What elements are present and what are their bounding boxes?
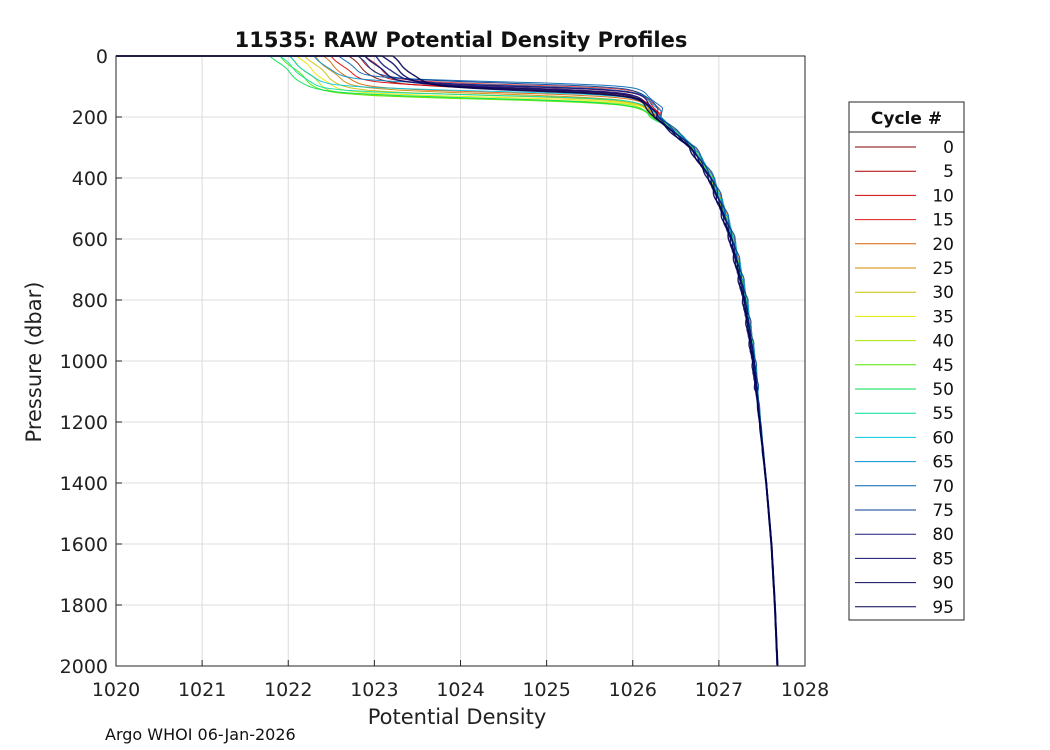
- legend-label-25: 25: [932, 259, 954, 279]
- y-tick-label: 600: [72, 229, 108, 251]
- legend-label-40: 40: [932, 332, 954, 352]
- profile-line-cycle-95: [116, 55, 779, 667]
- x-tick-label: 1025: [522, 679, 570, 701]
- y-tick-label: 1000: [60, 351, 108, 373]
- plot-area: [116, 55, 779, 667]
- x-tick-label: 1021: [178, 679, 226, 701]
- legend-label-75: 75: [932, 501, 954, 521]
- y-tick-label: 2000: [60, 656, 108, 678]
- legend-label-95: 95: [932, 598, 954, 618]
- y-tick-label: 1200: [60, 412, 108, 434]
- legend-label-20: 20: [932, 235, 954, 255]
- legend-label-45: 45: [932, 356, 954, 376]
- legend-label-70: 70: [932, 477, 954, 497]
- legend-label-5: 5: [943, 162, 954, 182]
- legend-label-15: 15: [932, 211, 954, 231]
- legend-label-10: 10: [932, 186, 954, 206]
- y-tick-label: 200: [72, 107, 108, 129]
- x-tick-label: 1027: [695, 679, 743, 701]
- axis-ticks: 1020 1021 1022 1023 1024 1025 1026 1027 1028 0 200…: [60, 46, 830, 701]
- legend-box: [848, 101, 965, 621]
- legend-label-55: 55: [932, 404, 954, 424]
- legend-label-35: 35: [932, 307, 954, 327]
- legend: Cycle # 0 5 10 15 20 25 30 35 40 45 50 55 60 65 70 75 80…: [848, 101, 965, 621]
- legend-label-0: 0: [943, 138, 954, 158]
- x-tick-label: 1028: [781, 679, 829, 701]
- y-tick-label: 0: [96, 46, 108, 68]
- legend-label-60: 60: [932, 428, 954, 448]
- x-tick-label: 1023: [350, 679, 398, 701]
- legend-title: Cycle #: [871, 109, 942, 129]
- x-tick-label: 1020: [92, 679, 140, 701]
- x-axis-label: Potential Density: [368, 705, 547, 729]
- y-tick-label: 1400: [60, 473, 108, 495]
- y-tick-label: 1800: [60, 595, 108, 617]
- footer-credit: Argo WHOI 06-Jan-2026: [105, 725, 296, 744]
- x-tick-label: 1022: [264, 679, 312, 701]
- legend-label-65: 65: [932, 453, 954, 473]
- y-tick-label: 400: [72, 168, 108, 190]
- legend-label-80: 80: [932, 525, 954, 545]
- x-tick-label: 1026: [609, 679, 657, 701]
- legend-label-30: 30: [932, 283, 954, 303]
- y-tick-label: 1600: [60, 534, 108, 556]
- legend-label-50: 50: [932, 380, 954, 400]
- chart-title: 11535: RAW Potential Density Profiles: [235, 28, 688, 52]
- y-axis-label: Pressure (dbar): [22, 282, 46, 443]
- x-tick-label: 1024: [436, 679, 484, 701]
- legend-label-90: 90: [932, 574, 954, 594]
- legend-label-85: 85: [932, 549, 954, 569]
- y-tick-label: 800: [72, 290, 108, 312]
